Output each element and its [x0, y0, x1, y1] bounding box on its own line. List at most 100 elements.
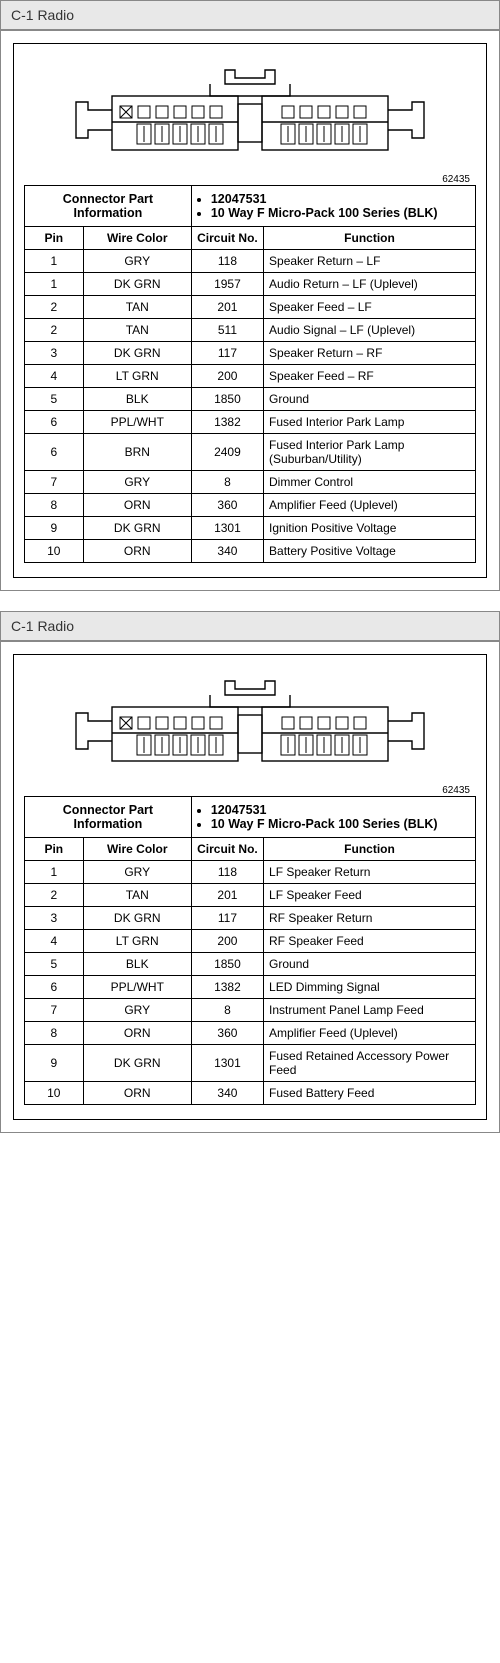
circuit-cell: 201 — [191, 884, 263, 907]
connector-part-info: 12047531 10 Way F Micro-Pack 100 Series … — [191, 186, 475, 227]
part-number: 12047531 — [211, 803, 470, 817]
pin-cell: 2 — [25, 319, 84, 342]
circuit-cell: 1382 — [191, 976, 263, 999]
circuit-cell: 117 — [191, 342, 263, 365]
function-cell: LF Speaker Feed — [264, 884, 476, 907]
function-cell: Fused Retained Accessory Power Feed — [264, 1045, 476, 1082]
table-row: 1 DK GRN 1957 Audio Return – LF (Uplevel… — [25, 273, 476, 296]
column-header-row: Pin Wire Color Circuit No. Function — [25, 227, 476, 250]
circuit-cell: 340 — [191, 540, 263, 563]
function-cell: Audio Signal – LF (Uplevel) — [264, 319, 476, 342]
circuit-cell: 200 — [191, 365, 263, 388]
circuit-cell: 360 — [191, 1022, 263, 1045]
circuit-cell: 1301 — [191, 1045, 263, 1082]
function-cell: RF Speaker Feed — [264, 930, 476, 953]
part-description: 10 Way F Micro-Pack 100 Series (BLK) — [211, 817, 470, 831]
connector-diagram — [60, 671, 440, 791]
connector-part-info: 12047531 10 Way F Micro-Pack 100 Series … — [191, 797, 475, 838]
pinout-panel: C-1 Radio 62435 — [0, 611, 500, 1133]
pin-cell: 4 — [25, 930, 84, 953]
circuit-cell: 118 — [191, 250, 263, 273]
function-cell: RF Speaker Return — [264, 907, 476, 930]
col-function: Function — [264, 227, 476, 250]
pin-cell: 8 — [25, 494, 84, 517]
table-row: 7 GRY 8 Instrument Panel Lamp Feed — [25, 999, 476, 1022]
table-row: 7 GRY 8 Dimmer Control — [25, 471, 476, 494]
table-row: 8 ORN 360 Amplifier Feed (Uplevel) — [25, 1022, 476, 1045]
function-cell: Fused Interior Park Lamp (Suburban/Utili… — [264, 434, 476, 471]
circuit-cell: 1301 — [191, 517, 263, 540]
wire-cell: DK GRN — [83, 273, 191, 296]
pin-cell: 1 — [25, 861, 84, 884]
connector-info-label: Connector Part Information — [25, 186, 192, 227]
function-cell: Instrument Panel Lamp Feed — [264, 999, 476, 1022]
pin-cell: 1 — [25, 273, 84, 296]
pinout-panel: C-1 Radio 62435 — [0, 0, 500, 591]
connector-info-label: Connector Part Information — [25, 797, 192, 838]
wire-cell: ORN — [83, 540, 191, 563]
wire-cell: TAN — [83, 296, 191, 319]
wire-cell: GRY — [83, 250, 191, 273]
circuit-cell: 117 — [191, 907, 263, 930]
pin-cell: 2 — [25, 884, 84, 907]
wire-cell: ORN — [83, 1022, 191, 1045]
table-row: 1 GRY 118 Speaker Return – LF — [25, 250, 476, 273]
table-row: 3 DK GRN 117 RF Speaker Return — [25, 907, 476, 930]
pin-cell: 7 — [25, 999, 84, 1022]
column-header-row: Pin Wire Color Circuit No. Function — [25, 838, 476, 861]
table-row: 6 PPL/WHT 1382 LED Dimming Signal — [25, 976, 476, 999]
wire-cell: DK GRN — [83, 517, 191, 540]
col-circuit: Circuit No. — [191, 838, 263, 861]
wire-cell: BLK — [83, 388, 191, 411]
col-circuit: Circuit No. — [191, 227, 263, 250]
pin-cell: 2 — [25, 296, 84, 319]
circuit-cell: 1957 — [191, 273, 263, 296]
wire-cell: ORN — [83, 1082, 191, 1105]
pinout-table: Connector Part Information 12047531 10 W… — [24, 796, 476, 1105]
wire-cell: PPL/WHT — [83, 411, 191, 434]
function-cell: Speaker Return – LF — [264, 250, 476, 273]
function-cell: Audio Return – LF (Uplevel) — [264, 273, 476, 296]
pin-cell: 6 — [25, 434, 84, 471]
circuit-cell: 1850 — [191, 953, 263, 976]
part-number: 12047531 — [211, 192, 470, 206]
pin-cell: 7 — [25, 471, 84, 494]
circuit-cell: 511 — [191, 319, 263, 342]
wire-cell: DK GRN — [83, 907, 191, 930]
circuit-cell: 8 — [191, 999, 263, 1022]
panel-title: C-1 Radio — [1, 612, 499, 642]
panel-body: 62435 Connector Part Information 1204753… — [1, 642, 499, 1132]
wire-cell: DK GRN — [83, 1045, 191, 1082]
document-frame: 62435 Connector Part Information 1204753… — [13, 43, 487, 578]
col-wire: Wire Color — [83, 838, 191, 861]
function-cell: Fused Interior Park Lamp — [264, 411, 476, 434]
pin-cell: 3 — [25, 907, 84, 930]
wire-cell: PPL/WHT — [83, 976, 191, 999]
table-row: 4 LT GRN 200 RF Speaker Feed — [25, 930, 476, 953]
function-cell: Speaker Return – RF — [264, 342, 476, 365]
reference-number: 62435 — [24, 785, 476, 796]
reference-number: 62435 — [24, 174, 476, 185]
function-cell: Ground — [264, 388, 476, 411]
function-cell: Ground — [264, 953, 476, 976]
table-row: 9 DK GRN 1301 Ignition Positive Voltage — [25, 517, 476, 540]
circuit-cell: 360 — [191, 494, 263, 517]
table-row: 1 GRY 118 LF Speaker Return — [25, 861, 476, 884]
table-row: 6 BRN 2409 Fused Interior Park Lamp (Sub… — [25, 434, 476, 471]
wire-cell: LT GRN — [83, 365, 191, 388]
pin-cell: 1 — [25, 250, 84, 273]
circuit-cell: 118 — [191, 861, 263, 884]
col-pin: Pin — [25, 838, 84, 861]
table-row: 2 TAN 201 Speaker Feed – LF — [25, 296, 476, 319]
pin-cell: 9 — [25, 517, 84, 540]
table-row: 5 BLK 1850 Ground — [25, 953, 476, 976]
function-cell: Dimmer Control — [264, 471, 476, 494]
col-pin: Pin — [25, 227, 84, 250]
wire-cell: GRY — [83, 999, 191, 1022]
table-row: 9 DK GRN 1301 Fused Retained Accessory P… — [25, 1045, 476, 1082]
wire-cell: LT GRN — [83, 930, 191, 953]
pin-cell: 8 — [25, 1022, 84, 1045]
table-row: 8 ORN 360 Amplifier Feed (Uplevel) — [25, 494, 476, 517]
wire-cell: BRN — [83, 434, 191, 471]
wire-cell: GRY — [83, 861, 191, 884]
